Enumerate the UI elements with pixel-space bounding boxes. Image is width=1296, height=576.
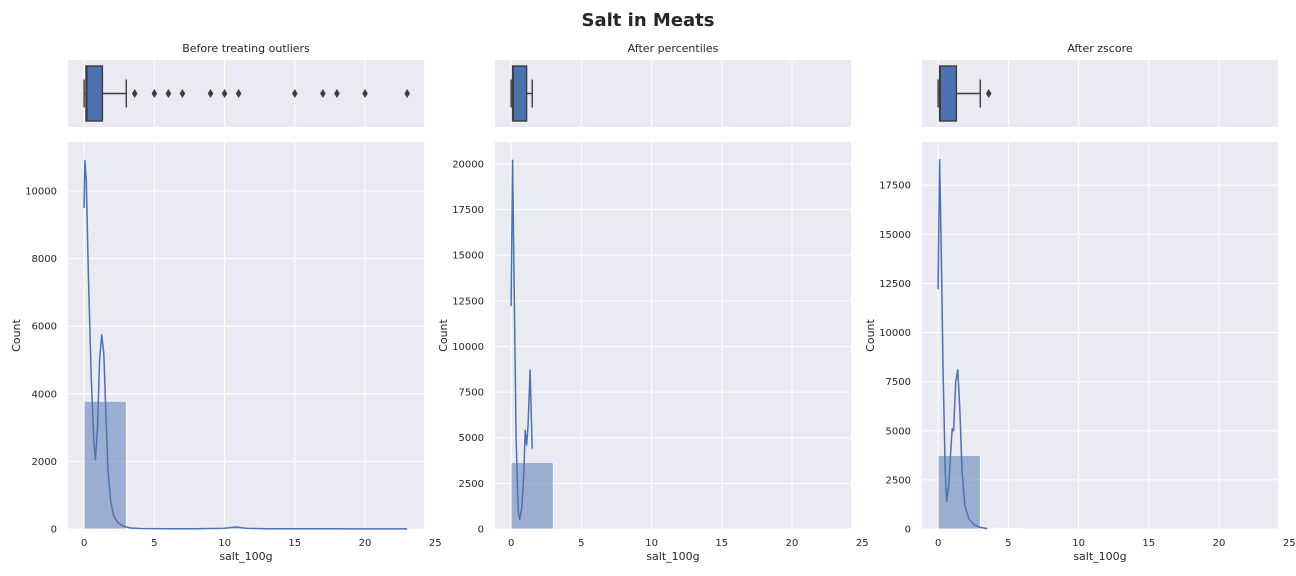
y-axis-label: Count bbox=[437, 318, 450, 351]
y-axis-label: Count bbox=[864, 318, 877, 351]
y-tick-label: 17500 bbox=[452, 205, 484, 216]
y-tick-label: 4000 bbox=[32, 389, 57, 400]
y-tick-label: 17500 bbox=[879, 181, 911, 192]
x-tick-label: 20 bbox=[359, 538, 372, 549]
x-tick-label: 10 bbox=[218, 538, 231, 549]
y-tick-label: 10000 bbox=[25, 187, 57, 198]
y-tick-label: 15000 bbox=[879, 230, 911, 241]
x-tick-label: 0 bbox=[508, 538, 514, 549]
y-tick-label: 6000 bbox=[32, 322, 57, 333]
boxplot-axes-bg bbox=[495, 60, 851, 127]
y-tick-label: 0 bbox=[51, 525, 57, 536]
y-tick-label: 5000 bbox=[459, 433, 484, 444]
boxplot-box bbox=[938, 65, 958, 122]
y-tick-label: 15000 bbox=[452, 251, 484, 262]
subplot-title: After zscore bbox=[1067, 42, 1132, 55]
subplot-1: Before treating outliers 0 5 10 15 20 25 salt_1… bbox=[10, 42, 442, 563]
boxplot-outlier bbox=[985, 89, 992, 98]
x-axis-label: salt_100g bbox=[219, 550, 272, 563]
x-tick-label: 20 bbox=[1213, 538, 1226, 549]
x-tick-label: 15 bbox=[288, 538, 301, 549]
subplot-3: After zscore 0 5 10 15 20 25 salt_100g 0 2500 5000… bbox=[864, 42, 1296, 563]
boxplot-box bbox=[511, 65, 528, 122]
y-tick-label: 10000 bbox=[452, 342, 484, 353]
boxplot-outlier bbox=[334, 89, 340, 98]
y-tick-label: 7500 bbox=[886, 377, 911, 388]
y-tick-label: 5000 bbox=[886, 426, 911, 437]
boxplot-outlier bbox=[404, 89, 410, 98]
y-tick-label: 2500 bbox=[459, 479, 484, 490]
boxplot-outlier bbox=[179, 89, 186, 98]
x-tick-label: 5 bbox=[1005, 538, 1011, 549]
boxplot-outlier bbox=[151, 89, 158, 98]
y-tick-label: 20000 bbox=[452, 159, 484, 170]
y-tick-label: 12500 bbox=[879, 279, 911, 290]
x-tick-label: 5 bbox=[578, 538, 584, 549]
x-tick-label: 0 bbox=[81, 538, 87, 549]
x-tick-label: 25 bbox=[1283, 538, 1296, 549]
boxplot-outlier bbox=[207, 89, 214, 98]
boxplot-outlier bbox=[362, 89, 368, 98]
x-tick-label: 5 bbox=[151, 538, 157, 549]
x-tick-label: 15 bbox=[1142, 538, 1155, 549]
y-tick-label: 2000 bbox=[32, 457, 57, 468]
y-tick-label: 7500 bbox=[459, 388, 484, 399]
kde-line bbox=[937, 158, 988, 530]
hist-bar bbox=[979, 527, 1023, 530]
x-axis-label: salt_100g bbox=[1073, 550, 1126, 563]
x-tick-label: 10 bbox=[1072, 538, 1085, 549]
boxplot-outlier bbox=[221, 89, 228, 98]
hist-bar bbox=[83, 400, 127, 530]
y-tick-label: 10000 bbox=[879, 328, 911, 339]
x-tick-label: 0 bbox=[935, 538, 941, 549]
x-tick-label: 10 bbox=[645, 538, 658, 549]
x-axis-label: salt_100g bbox=[646, 550, 699, 563]
y-tick-label: 0 bbox=[905, 525, 911, 536]
kde-line bbox=[510, 159, 533, 521]
subplot-2: After percentiles 0 5 10 15 20 25 salt_100g 0 250… bbox=[437, 42, 869, 563]
y-tick-label: 0 bbox=[478, 525, 484, 536]
kde-line bbox=[83, 159, 408, 530]
x-tick-label: 15 bbox=[715, 538, 728, 549]
y-tick-label: 2500 bbox=[886, 475, 911, 486]
boxplot-outlier bbox=[165, 89, 172, 98]
x-tick-label: 25 bbox=[429, 538, 442, 549]
boxplot-outlier bbox=[235, 89, 242, 98]
y-axis-label: Count bbox=[10, 318, 23, 351]
boxplot-outlier bbox=[131, 89, 138, 98]
figure-title: Salt in Meats bbox=[582, 10, 715, 31]
boxplot-box bbox=[85, 65, 104, 122]
y-tick-label: 8000 bbox=[32, 254, 57, 265]
subplot-title: Before treating outliers bbox=[182, 42, 310, 55]
subplot-title: After percentiles bbox=[628, 42, 719, 55]
boxplot-outlier bbox=[292, 89, 298, 98]
x-tick-label: 25 bbox=[856, 538, 869, 549]
boxplot-outlier bbox=[320, 89, 326, 98]
x-tick-label: 20 bbox=[786, 538, 799, 549]
y-tick-label: 12500 bbox=[452, 296, 484, 307]
